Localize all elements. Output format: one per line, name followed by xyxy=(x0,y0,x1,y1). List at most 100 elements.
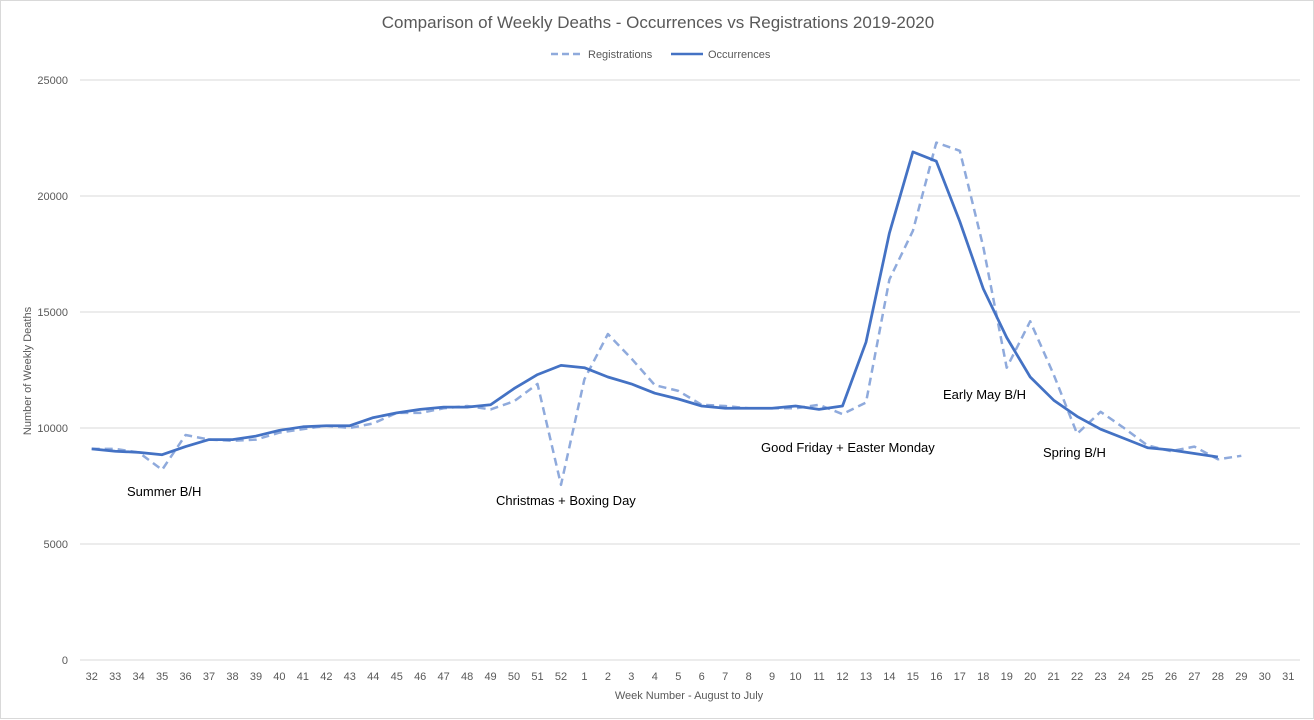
x-tick-label: 18 xyxy=(977,671,989,683)
data-point-occurrences xyxy=(653,391,657,395)
x-axis-title: Week Number - August to July xyxy=(615,690,764,702)
data-point-registrations xyxy=(911,229,915,233)
data-point-occurrences xyxy=(794,404,798,408)
x-tick-label: 51 xyxy=(531,671,543,683)
x-tick-label: 47 xyxy=(438,671,450,683)
x-tick-label: 7 xyxy=(722,671,728,683)
data-point-occurrences xyxy=(934,159,938,163)
data-point-occurrences xyxy=(1028,375,1032,379)
data-point-occurrences xyxy=(1192,452,1196,456)
x-tick-label: 4 xyxy=(652,671,658,683)
data-point-registrations xyxy=(629,356,633,360)
x-tick-label: 9 xyxy=(769,671,775,683)
gridlines xyxy=(80,79,1300,661)
x-tick-label: 29 xyxy=(1235,671,1247,683)
x-tick-label: 48 xyxy=(461,671,473,683)
x-tick-label: 27 xyxy=(1188,671,1200,683)
data-point-occurrences xyxy=(629,382,633,386)
x-tick-label: 35 xyxy=(156,671,168,683)
data-point-registrations xyxy=(1005,366,1009,370)
y-tick-label: 20000 xyxy=(37,191,68,203)
data-point-occurrences xyxy=(1052,398,1056,402)
data-point-occurrences xyxy=(207,438,211,442)
data-point-occurrences xyxy=(512,387,516,391)
series-line-registrations xyxy=(91,141,1242,487)
data-point-registrations xyxy=(841,412,845,416)
chart-title: Comparison of Weekly Deaths - Occurrence… xyxy=(382,13,934,32)
data-point-registrations xyxy=(606,332,610,336)
data-point-occurrences xyxy=(277,428,281,432)
data-point-occurrences xyxy=(442,405,446,409)
data-point-registrations xyxy=(934,141,938,145)
data-point-registrations xyxy=(653,383,657,387)
data-point-occurrences xyxy=(582,366,586,370)
x-tick-label: 38 xyxy=(226,671,238,683)
x-tick-label: 8 xyxy=(746,671,752,683)
x-tick-label: 46 xyxy=(414,671,426,683)
data-point-registrations xyxy=(887,278,891,282)
x-tick-label: 34 xyxy=(133,671,145,683)
x-tick-label: 32 xyxy=(86,671,98,683)
x-tick-label: 3 xyxy=(628,671,634,683)
data-point-occurrences xyxy=(1216,455,1220,459)
data-point-registrations xyxy=(559,483,563,487)
data-point-occurrences xyxy=(231,438,235,442)
x-tick-label: 5 xyxy=(675,671,681,683)
x-tick-label: 19 xyxy=(1001,671,1013,683)
data-point-occurrences xyxy=(536,373,540,377)
x-tick-label: 37 xyxy=(203,671,215,683)
x-tick-label: 49 xyxy=(484,671,496,683)
data-point-registrations xyxy=(864,400,868,404)
data-point-registrations xyxy=(676,389,680,393)
data-point-occurrences xyxy=(1169,448,1173,452)
data-point-registrations xyxy=(371,421,375,425)
x-axis-ticks: 32 33 34 35 36 37 38 39 40 41 42 43 44 45 46 47 48 49 50 51… xyxy=(86,671,1295,683)
annotation-easter: Good Friday + Easter Monday xyxy=(761,440,935,455)
x-tick-label: 6 xyxy=(699,671,705,683)
data-point-registrations xyxy=(184,433,188,437)
x-tick-label: 16 xyxy=(930,671,942,683)
x-tick-label: 26 xyxy=(1165,671,1177,683)
x-tick-label: 24 xyxy=(1118,671,1130,683)
data-point-occurrences xyxy=(489,403,493,407)
x-tick-label: 42 xyxy=(320,671,332,683)
data-point-occurrences xyxy=(911,150,915,154)
x-tick-label: 13 xyxy=(860,671,872,683)
x-tick-label: 45 xyxy=(391,671,403,683)
data-point-occurrences xyxy=(700,404,704,408)
y-tick-label: 0 xyxy=(62,655,68,667)
annotation-christmas: Christmas + Boxing Day xyxy=(496,493,636,508)
x-tick-label: 11 xyxy=(813,671,824,683)
x-tick-label: 1 xyxy=(581,671,587,683)
data-point-registrations xyxy=(254,438,258,442)
data-point-occurrences xyxy=(606,375,610,379)
data-point-registrations xyxy=(1099,410,1103,414)
x-tick-label: 30 xyxy=(1259,671,1271,683)
data-point-occurrences xyxy=(301,425,305,429)
y-tick-label: 15000 xyxy=(37,307,68,319)
data-point-registrations xyxy=(958,149,962,153)
data-point-occurrences xyxy=(770,406,774,410)
data-point-occurrences xyxy=(348,424,352,428)
data-point-registrations xyxy=(981,245,985,249)
data-point-occurrences xyxy=(958,220,962,224)
x-tick-label: 41 xyxy=(297,671,309,683)
legend: Registrations Occurrences xyxy=(551,49,771,61)
data-point-registrations xyxy=(489,407,493,411)
data-point-occurrences xyxy=(1005,336,1009,340)
data-point-registrations xyxy=(1239,454,1243,458)
data-point-occurrences xyxy=(747,406,751,410)
data-point-occurrences xyxy=(184,445,188,449)
x-tick-label: 12 xyxy=(836,671,848,683)
x-tick-label: 10 xyxy=(789,671,801,683)
data-point-occurrences xyxy=(395,411,399,415)
y-axis-ticks: 0 5000 10000 15000 20000 25000 xyxy=(37,75,68,667)
data-point-occurrences xyxy=(465,405,469,409)
data-point-occurrences xyxy=(324,424,328,428)
x-tick-label: 39 xyxy=(250,671,262,683)
x-tick-label: 14 xyxy=(883,671,895,683)
data-point-occurrences xyxy=(1075,414,1079,418)
series-lines xyxy=(91,141,1243,487)
